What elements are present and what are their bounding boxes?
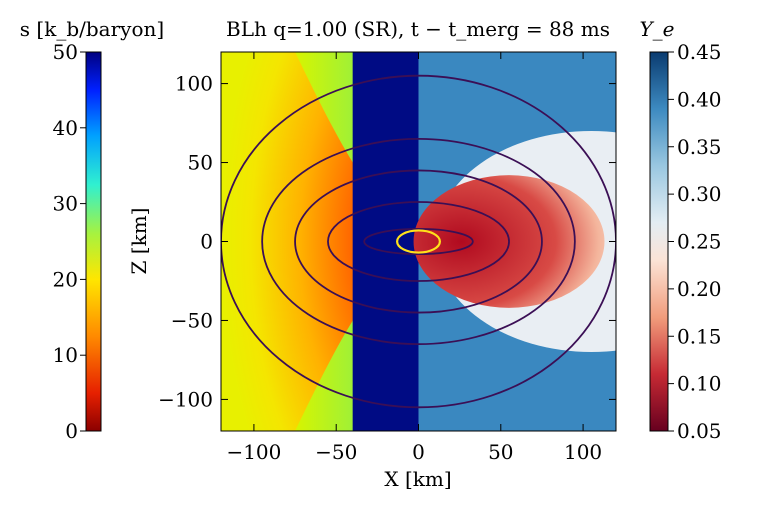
x-tick-label: −100 <box>226 440 281 464</box>
entropy-polar-funnel <box>352 52 419 431</box>
ye-colorbar-label: Y_e <box>639 17 674 41</box>
density-contour-4 <box>327 201 510 282</box>
ye-tick-label: 0.25 <box>677 230 722 254</box>
y-tick-label: 50 <box>188 151 213 175</box>
x-tick-label: 50 <box>488 440 513 464</box>
ye-tick-label: 0.20 <box>677 277 722 301</box>
ye-tick-label: 0.45 <box>677 40 722 64</box>
entropy-tick-label: 40 <box>53 116 78 140</box>
density-contours <box>221 74 616 409</box>
core-contour <box>396 229 441 254</box>
x-tick-label: −50 <box>315 440 357 464</box>
x-axis-ticks: −100 −50 0 50 100 <box>226 52 602 464</box>
x-tick-label: 100 <box>564 440 602 464</box>
x-tick-label: 0 <box>412 440 425 464</box>
ye-colorbar-bar <box>649 51 669 432</box>
entropy-tick-label: 10 <box>53 343 78 367</box>
plot-area: −100 −50 0 50 100 −100 −50 0 50 100 X [km] Z [km… <box>127 51 617 491</box>
ye-colorbar: Y_e 0.05 0.10 0.15 0.20 0.25 0.30 0.35 0.40 0.45 <box>639 17 721 443</box>
y-tick-label: 0 <box>200 230 213 254</box>
entropy-colorbar-ticks: 0 10 20 30 40 50 <box>53 40 86 443</box>
entropy-tick-label: 30 <box>53 192 78 216</box>
ye-tick-label: 0.30 <box>677 182 722 206</box>
entropy-colorbar-bar <box>85 51 102 432</box>
entropy-tick-label: 0 <box>65 419 78 443</box>
y-tick-label: 100 <box>175 72 213 96</box>
ye-tick-label: 0.15 <box>677 324 722 348</box>
chart-title: BLh q=1.00 (SR), t − t_merg = 88 ms <box>226 17 610 41</box>
y-axis-ticks: −100 −50 0 50 100 <box>158 72 616 411</box>
density-contour-5 <box>363 227 474 256</box>
ye-tick-label: 0.05 <box>677 419 722 443</box>
ye-tick-label: 0.10 <box>677 372 722 396</box>
entropy-tick-label: 20 <box>53 267 78 291</box>
ye-colorbar-ticks: 0.05 0.10 0.15 0.20 0.25 0.30 0.35 0.40 0.45 <box>668 40 722 443</box>
entropy-colorbar-label: s [k_b/baryon] <box>20 17 164 41</box>
density-contour-2 <box>261 137 576 346</box>
x-axis-label: X [km] <box>384 467 451 491</box>
entropy-colorbar: s [k_b/baryon] 0 10 20 30 40 50 <box>20 17 164 443</box>
ye-tick-label: 0.35 <box>677 135 722 159</box>
density-contour-3 <box>294 169 543 314</box>
density-contour-1 <box>221 74 616 409</box>
y-tick-label: −50 <box>171 308 213 332</box>
entropy-tick-label: 50 <box>53 40 78 64</box>
y-tick-label: −100 <box>158 387 213 411</box>
ye-tick-label: 0.40 <box>677 87 722 111</box>
y-axis-label: Z [km] <box>127 208 151 275</box>
